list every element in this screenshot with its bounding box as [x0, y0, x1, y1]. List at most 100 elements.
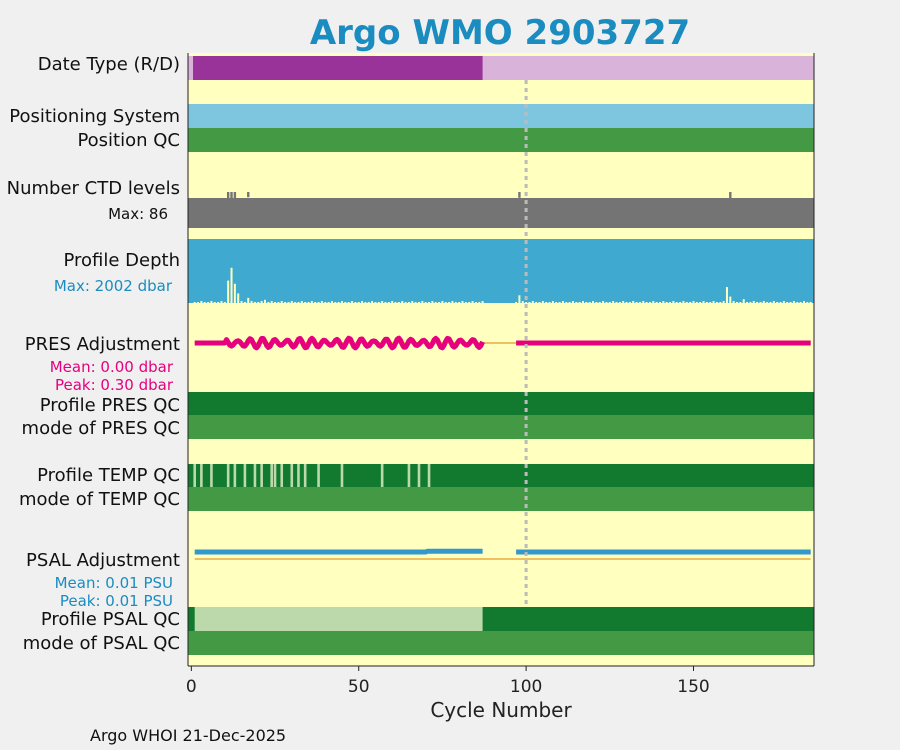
temp-qc-flag [407, 464, 411, 487]
profile-depth-notch [317, 302, 320, 303]
profile-depth-notch [659, 302, 662, 303]
profile-depth-notch [374, 302, 377, 303]
profile-depth-notch [274, 302, 277, 303]
profile-depth-notch [414, 302, 417, 303]
profile-depth-notch [565, 302, 568, 303]
profile-depth-notch [521, 301, 524, 303]
profile-depth-notch [461, 301, 464, 303]
profile-depth-notch [200, 301, 203, 303]
profile-depth-notch [250, 301, 253, 303]
profile-depth-notch [417, 302, 420, 303]
profile-depth-notch [197, 302, 200, 303]
profile-depth-notch [397, 302, 400, 303]
profile-depth-notch [357, 302, 360, 303]
profile-depth-notch [290, 301, 293, 303]
temp-qc-flag [200, 464, 203, 487]
positioning-system-bar [188, 104, 814, 128]
profile-depth-notch [776, 302, 779, 303]
profile-depth-notch [371, 301, 374, 303]
profile-depth-notch [772, 301, 775, 303]
row-label: mode of PSAL QC [23, 633, 180, 654]
x-tick-label: 150 [677, 677, 709, 697]
qc-profile-bar [188, 392, 814, 415]
profile-depth-notch [662, 301, 665, 303]
profile-depth-notch [471, 301, 474, 303]
profile-depth-notch [746, 302, 749, 303]
profile-depth-notch [742, 299, 745, 303]
profile-depth-notch [210, 301, 213, 303]
profile-depth-notch [280, 301, 283, 303]
profile-depth-notch [779, 302, 782, 303]
profile-depth-notch [441, 301, 444, 303]
profile-depth-notch [561, 301, 564, 303]
temp-qc-flag [427, 464, 431, 487]
profile-depth-notch [377, 302, 380, 303]
temp-qc-bar [188, 464, 814, 487]
profile-depth-notch [387, 302, 390, 303]
profile-depth-notch [207, 302, 210, 303]
profile-depth-notch [454, 302, 457, 303]
profile-depth-notch [287, 302, 290, 303]
profile-depth-notch [294, 302, 297, 303]
profile-depth-notch [682, 301, 685, 303]
profile-depth-notch [699, 302, 702, 303]
profile-depth-notch [478, 302, 481, 303]
profile-depth-notch [381, 301, 384, 303]
profile-depth-notch [270, 301, 273, 303]
profile-depth-notch [806, 302, 809, 303]
temp-qc-flag [297, 464, 300, 487]
profile-depth-notch [796, 302, 799, 303]
x-tick-label: 100 [510, 677, 542, 697]
temp-qc-flag [340, 464, 344, 487]
row-label: PRES Adjustment [25, 334, 180, 355]
row-label: Number CTD levels [7, 178, 180, 199]
profile-depth-notch [334, 302, 337, 303]
profile-depth-notch [702, 301, 705, 303]
profile-depth-notch [538, 302, 541, 303]
profile-depth-notch [769, 302, 772, 303]
profile-depth-notch [354, 302, 357, 303]
profile-depth-notch [588, 302, 591, 303]
psal-qc-light-segment [194, 607, 483, 631]
adjustment-mean-stat: Mean: 0.01 PSU [55, 574, 173, 592]
profile-depth-notch [193, 302, 196, 303]
ctd-levels-bar [188, 198, 814, 228]
profile-depth-notch [715, 302, 718, 303]
profile-depth-notch [762, 301, 765, 303]
temp-qc-flag [303, 464, 307, 487]
temp-qc-flag [270, 464, 273, 487]
profile-depth-notch [615, 302, 618, 303]
profile-depth-notch [598, 302, 601, 303]
profile-depth-notch [263, 299, 266, 303]
temp-qc-flag [273, 464, 277, 487]
profile-depth-notch [468, 302, 471, 303]
adjustment-mean-stat: Mean: 0.00 dbar [50, 358, 174, 376]
profile-depth-notch [595, 302, 598, 303]
profile-depth-notch [535, 302, 538, 303]
profile-depth-notch [243, 302, 246, 303]
x-axis-label: Cycle Number [430, 698, 572, 722]
qc-good-bar [188, 631, 814, 655]
profile-depth-notch [340, 301, 343, 303]
adjustment-trace [193, 548, 484, 555]
profile-depth-notch [749, 302, 752, 303]
depth-max-stat: Max: 2002 dbar [54, 277, 173, 295]
profile-depth-bar [188, 239, 814, 303]
ctd-level-tick [729, 192, 732, 199]
profile-depth-notch [618, 302, 621, 303]
profile-depth-notch [655, 302, 658, 303]
profile-depth-notch [337, 302, 340, 303]
profile-depth-notch [314, 302, 317, 303]
profile-depth-notch [260, 301, 263, 303]
profile-depth-notch [324, 302, 327, 303]
profile-depth-notch [792, 301, 795, 303]
profile-depth-notch [679, 302, 682, 303]
profile-depth-notch [304, 302, 307, 303]
profile-depth-notch [237, 293, 240, 303]
temp-qc-flag [417, 464, 421, 487]
profile-depth-notch [284, 302, 287, 303]
profile-depth-notch [297, 302, 300, 303]
profile-depth-notch [786, 302, 789, 303]
profile-depth-notch [451, 301, 454, 303]
x-tick-label: 0 [186, 677, 197, 697]
